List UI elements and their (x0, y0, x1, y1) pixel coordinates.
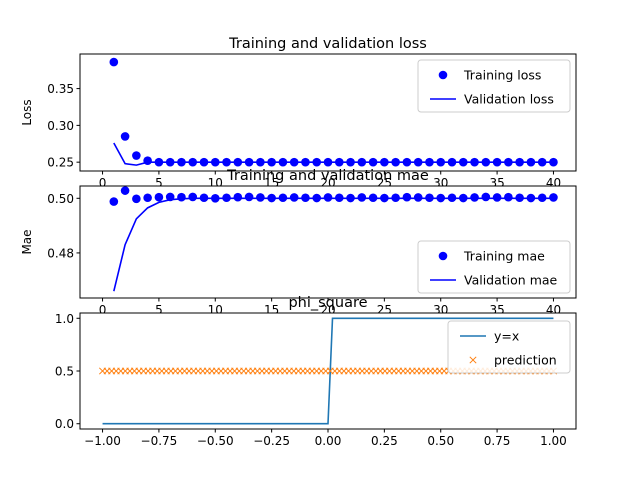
y-tick-label: 0.30 (47, 119, 74, 133)
y-tick-label: 0.35 (47, 82, 74, 96)
x-tick-label: 5 (155, 176, 163, 190)
legend-label: Validation mae (464, 273, 558, 288)
data-point (413, 193, 423, 202)
data-point (470, 193, 479, 202)
data-point (504, 192, 513, 202)
x-tick-label: 0.50 (427, 434, 454, 448)
data-point (549, 193, 558, 202)
y-axis-label: Loss (20, 99, 34, 125)
y-tick-label: 0.0 (55, 417, 74, 431)
legend: y=x prediction (447, 320, 571, 374)
legend-label: Validation loss (464, 92, 554, 107)
legend-label: Training mae (463, 249, 545, 264)
x-tick-label: 0.00 (315, 434, 342, 448)
y-tick-label: 0.48 (47, 246, 74, 260)
x-tick-label: 0 (99, 303, 107, 317)
x-tick-label: 0.75 (484, 434, 511, 448)
data-point (402, 192, 412, 202)
data-point (357, 193, 367, 202)
x-tick-label: 0.25 (371, 434, 398, 448)
data-point (481, 192, 491, 202)
series-line-2 (113, 197, 554, 292)
data-point (244, 192, 254, 202)
x-tick-label: −0.75 (141, 434, 178, 448)
data-point (120, 186, 130, 195)
y-tick-label: 1.0 (55, 312, 74, 326)
legend-label: y=x (494, 329, 519, 344)
data-point (109, 57, 119, 67)
data-point (188, 192, 198, 202)
data-point (323, 193, 333, 202)
legend-marker-swatch (438, 251, 448, 261)
legend-marker-swatch (438, 70, 448, 80)
chart-title: Training and validation loss (228, 36, 427, 52)
data-point (256, 193, 265, 202)
x-tick-label: −1.00 (84, 434, 121, 448)
x-tick-label: −0.50 (197, 434, 234, 448)
x-tick-label: −0.25 (253, 434, 290, 448)
data-point (549, 157, 558, 167)
data-point (177, 192, 186, 202)
y-tick-label: 0.5 (55, 365, 74, 379)
data-point (109, 197, 119, 206)
data-point (154, 192, 164, 202)
chart-title: phi_square (288, 295, 367, 311)
legend-x-swatch (469, 356, 477, 364)
data-point (233, 192, 243, 202)
y-axis-label: Mae (20, 229, 34, 254)
x-tick-label: 1.00 (540, 434, 567, 448)
chart-title: Training and validation mae (226, 168, 429, 184)
legend: Training mae Validation mae (417, 240, 571, 294)
data-point (143, 193, 152, 203)
legend-label: Training loss (463, 68, 541, 83)
y-tick-label: 0.25 (47, 156, 74, 170)
data-point (120, 132, 130, 141)
data-point (289, 193, 299, 202)
legend: Training loss Validation loss (417, 59, 571, 113)
data-point (492, 193, 502, 202)
data-point (132, 194, 141, 204)
y-tick-label: 0.50 (47, 192, 74, 206)
series-line-2 (113, 142, 554, 166)
legend-frame (447, 320, 571, 374)
data-point (132, 151, 141, 160)
x-tick-label: 5 (155, 303, 163, 317)
x-tick-label: 0 (99, 176, 107, 190)
legend-label: prediction (494, 353, 557, 368)
subplot-3: −1.00 −0.75 −0.50 −0.25 0.00 0.25 0.50 0.75 1.00… (55, 295, 577, 448)
